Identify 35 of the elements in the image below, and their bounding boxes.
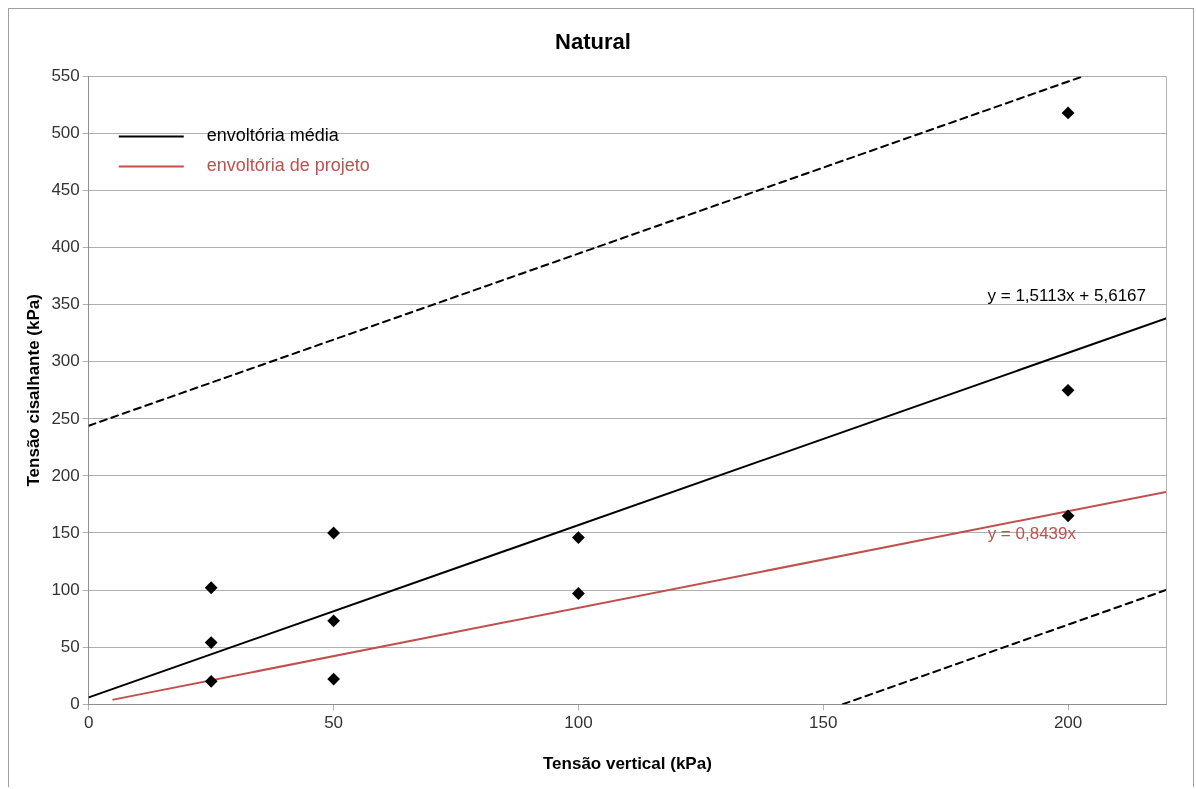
point <box>327 526 340 539</box>
y-tick-label: 250 <box>51 408 80 428</box>
y-tick-label: 500 <box>51 123 80 143</box>
y-tick-label: 350 <box>51 294 80 314</box>
y-tick-label: 550 <box>51 66 80 86</box>
point <box>327 614 340 627</box>
x-tick-label: 50 <box>324 713 344 733</box>
y-tick-label: 400 <box>51 237 80 257</box>
point <box>1062 384 1075 397</box>
x-axis-title: Tensão vertical (kPa) <box>542 754 712 774</box>
point <box>327 673 340 686</box>
legend-label: envoltória média <box>206 125 340 146</box>
x-tick-label: 200 <box>1053 713 1083 733</box>
point <box>205 636 218 649</box>
point <box>572 587 585 600</box>
annotation: y = 1,5113x + 5,6167 <box>987 286 1146 306</box>
y-tick-label: 50 <box>60 636 80 656</box>
y-axis-title: Tensão cisalhante (kPa) <box>23 294 43 487</box>
point <box>205 581 218 594</box>
y-tick-label: 450 <box>51 180 80 200</box>
x-tick-label: 100 <box>564 713 593 733</box>
x-tick-label: 0 <box>84 713 94 733</box>
point <box>1062 509 1075 522</box>
y-tick-label: 150 <box>51 522 80 542</box>
legend-label: envoltória de projeto <box>206 155 370 176</box>
point <box>572 531 585 544</box>
y-tick-label: 200 <box>51 465 80 485</box>
x-tick-label: 150 <box>809 713 838 733</box>
point <box>1062 106 1075 119</box>
annotation: y = 0,8439x <box>987 523 1077 543</box>
point <box>205 675 218 688</box>
y-tick-label: 100 <box>51 579 80 599</box>
y-tick-label: 300 <box>51 351 80 371</box>
y-tick-label: 0 <box>70 693 80 713</box>
chart-title: Natural <box>555 29 631 55</box>
